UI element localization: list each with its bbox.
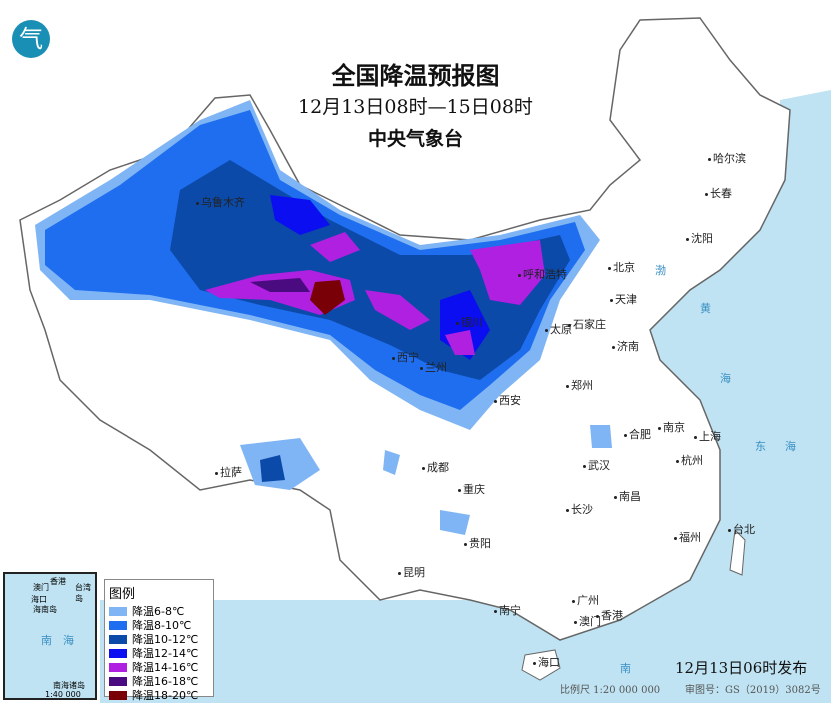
forecast-period: 12月13日08时—15日08时 bbox=[298, 96, 533, 118]
sea-label-south: 南 bbox=[620, 662, 631, 675]
legend-label: 降温6-8℃ bbox=[132, 605, 185, 618]
legend-item: 降温18-20℃ bbox=[109, 688, 209, 702]
inset-label: 海南岛 bbox=[33, 605, 57, 614]
legend-item: 降温6-8℃ bbox=[109, 604, 209, 618]
city-label: 南昌 bbox=[614, 488, 641, 504]
legend-swatch bbox=[109, 634, 127, 644]
city-label: 杭州 bbox=[676, 452, 703, 468]
legend-item: 降温8-10℃ bbox=[109, 618, 209, 632]
legend-label: 降温18-20℃ bbox=[132, 689, 199, 702]
inset-label: 海 bbox=[63, 634, 74, 647]
south-china-sea-inset: 澳门 香港 台湾岛 海口 海南岛 南 海 南海诸岛 1:40 000 000 bbox=[3, 572, 97, 700]
city-label: 兰州 bbox=[420, 359, 447, 375]
city-label: 太原 bbox=[545, 321, 572, 337]
legend-label: 降温16-18℃ bbox=[132, 675, 199, 688]
legend-item: 降温14-16℃ bbox=[109, 660, 209, 674]
legend-swatch bbox=[109, 606, 127, 616]
zone-16-18 bbox=[250, 278, 310, 292]
city-label: 台北 bbox=[728, 521, 755, 537]
agency-name: 中央气象台 bbox=[367, 128, 463, 150]
legend-label: 降温10-12℃ bbox=[132, 633, 199, 646]
legend-label: 降温14-16℃ bbox=[132, 661, 199, 674]
inset-label: 澳门 bbox=[33, 583, 49, 592]
city-label: 武汉 bbox=[583, 457, 610, 473]
city-label: 长春 bbox=[705, 185, 732, 201]
inset-label: 香港 bbox=[50, 577, 66, 586]
city-label: 香港 bbox=[596, 607, 623, 623]
map-review-number: 审图号：GS（2019）3082号 bbox=[685, 685, 821, 696]
zone-14-16 bbox=[205, 232, 545, 355]
city-label: 南宁 bbox=[494, 602, 521, 618]
map-scale: 比例尺 1:20 000 000 bbox=[560, 685, 661, 696]
zone-18-20 bbox=[310, 280, 345, 315]
city-label: 银川 bbox=[456, 314, 483, 330]
city-label: 拉萨 bbox=[215, 464, 242, 480]
city-label: 澳门 bbox=[574, 613, 601, 629]
sea-label: 海 bbox=[720, 372, 731, 385]
sea-label: 海 bbox=[785, 440, 796, 453]
inset-label: 南海诸岛 bbox=[53, 681, 85, 690]
city-label: 天津 bbox=[610, 291, 637, 307]
publish-time: 12月13日06时发布 bbox=[675, 659, 808, 677]
city-label: 上海 bbox=[694, 428, 721, 444]
sea-label-yellow: 黄 bbox=[700, 302, 711, 315]
legend-item: 降温10-12℃ bbox=[109, 632, 209, 646]
city-label: 郑州 bbox=[566, 377, 593, 393]
city-label: 成都 bbox=[422, 459, 449, 475]
city-label: 北京 bbox=[608, 259, 635, 275]
city-label: 哈尔滨 bbox=[708, 150, 746, 166]
city-label: 广州 bbox=[572, 592, 599, 608]
sea-area-south bbox=[100, 600, 560, 703]
city-label: 西宁 bbox=[392, 349, 419, 365]
legend-item: 降温12-14℃ bbox=[109, 646, 209, 660]
city-label: 昆明 bbox=[398, 564, 425, 580]
legend-item: 降温16-18℃ bbox=[109, 674, 209, 688]
legend-label: 降温12-14℃ bbox=[132, 647, 199, 660]
city-label: 福州 bbox=[674, 529, 701, 545]
city-label: 长沙 bbox=[566, 501, 593, 517]
city-label: 乌鲁木齐 bbox=[196, 194, 245, 210]
legend-swatch bbox=[109, 676, 127, 686]
map-title: 全国降温预报图 bbox=[331, 62, 500, 90]
city-label: 石家庄 bbox=[568, 316, 606, 332]
inset-label: 台湾岛 bbox=[75, 583, 91, 603]
city-label: 重庆 bbox=[458, 481, 485, 497]
city-label: 呼和浩特 bbox=[518, 266, 567, 282]
legend-swatch bbox=[109, 662, 127, 672]
sea-area bbox=[560, 90, 831, 703]
legend-label: 降温8-10℃ bbox=[132, 619, 192, 632]
legend-title: 图例 bbox=[109, 587, 136, 602]
city-label: 南京 bbox=[658, 419, 685, 435]
inset-label: 海口 bbox=[31, 595, 47, 604]
city-label: 沈阳 bbox=[686, 230, 713, 246]
city-label: 合肥 bbox=[624, 426, 651, 442]
city-label: 西安 bbox=[494, 392, 521, 408]
inset-label: 南 bbox=[41, 634, 52, 647]
city-label: 海口 bbox=[533, 654, 560, 670]
cma-logo-icon: 气 bbox=[12, 20, 50, 58]
city-label: 济南 bbox=[612, 338, 639, 354]
sea-label-bohai: 渤 bbox=[655, 264, 666, 277]
legend-swatch bbox=[109, 620, 127, 630]
legend-swatch bbox=[109, 648, 127, 658]
zone-10-12-south bbox=[260, 455, 285, 482]
legend: 图例 降温6-8℃ 降温8-10℃ 降温10-12℃ 降温12-14℃ 降温14-16℃… bbox=[104, 579, 214, 702]
inset-scale: 1:40 000 000 bbox=[45, 690, 81, 699]
legend-swatch bbox=[109, 690, 127, 700]
sea-label-east: 东 bbox=[755, 440, 766, 453]
city-label: 贵阳 bbox=[464, 535, 491, 551]
